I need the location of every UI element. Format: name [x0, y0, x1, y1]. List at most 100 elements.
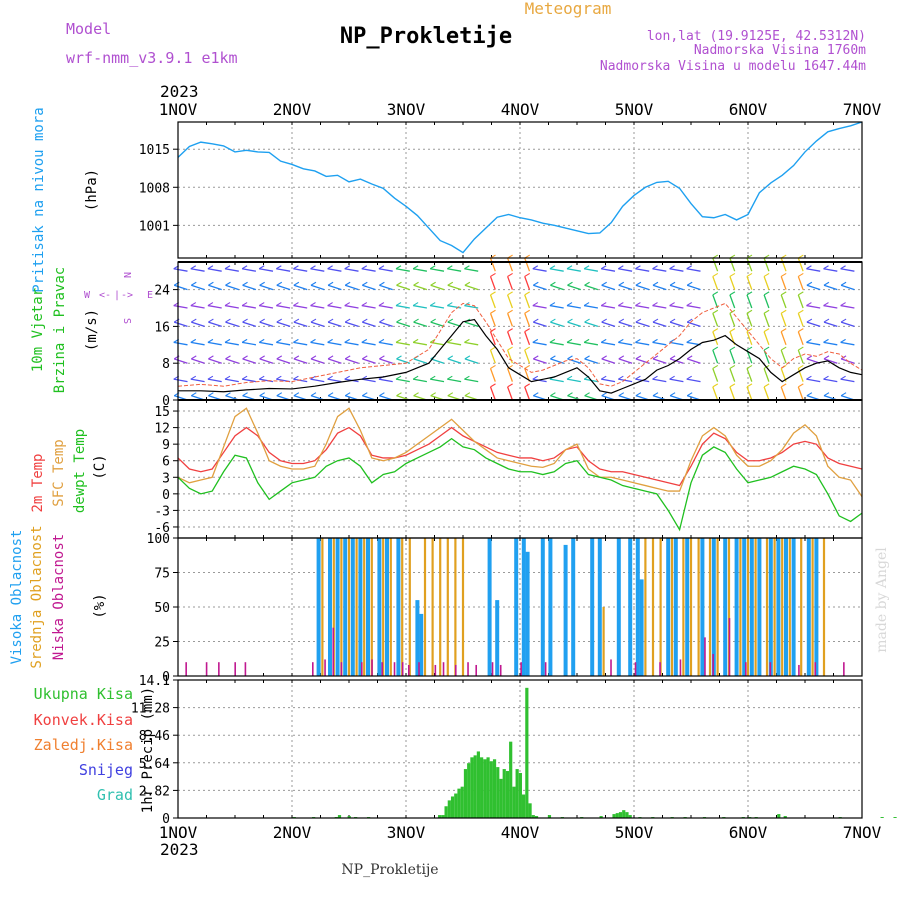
wind-barb	[669, 341, 684, 346]
wind-barb-head	[259, 318, 265, 323]
wind-barb-head	[327, 265, 333, 270]
wind-barb	[797, 294, 804, 309]
cloud-low-bar	[679, 659, 682, 676]
wind-barb-head	[379, 355, 385, 360]
wind-barb	[190, 378, 205, 383]
wind-barb-head	[190, 375, 197, 380]
cloud-high-bar	[814, 538, 819, 676]
cloud-mid-bar	[739, 538, 742, 676]
cloud-ylabel-high: Visoka Oblacnost	[9, 530, 25, 665]
wind-barb	[241, 304, 257, 309]
wind-barb-head	[763, 383, 770, 388]
wind-barb-head	[344, 355, 351, 360]
wind-barb	[327, 378, 342, 383]
cloud-mid-bar	[708, 538, 712, 676]
wind-barb-head	[362, 392, 368, 397]
wind-barb-head	[490, 272, 496, 277]
wind-barb	[507, 294, 514, 309]
wind-barb	[225, 358, 240, 364]
cloud-low-bar	[610, 659, 612, 676]
pressure-unit: (hPa)	[84, 169, 100, 211]
precip-bar	[512, 786, 516, 818]
wind-barb	[191, 284, 205, 291]
wind-barb-head	[746, 364, 753, 369]
wind-barb-head	[464, 281, 471, 286]
cloud-mid-bar	[689, 538, 693, 676]
wind-barb-head	[618, 338, 624, 343]
wind-barb	[191, 321, 205, 328]
wind-barb-head	[276, 265, 282, 270]
y-tick-label: -6	[154, 521, 170, 536]
wind-barb	[840, 378, 855, 383]
wind-barb	[395, 268, 410, 272]
wind-barb	[652, 268, 667, 272]
cloud-low-bar	[244, 662, 247, 676]
wind-barb-head	[190, 338, 197, 343]
wind-barb-head	[823, 281, 830, 286]
wind-barb	[396, 284, 411, 291]
wind-barb	[191, 358, 205, 364]
wind-barb-head	[429, 302, 436, 307]
cloud-mid-bar	[602, 607, 605, 676]
wind-barb	[362, 321, 376, 328]
wind-barb-head	[601, 281, 607, 286]
cloud-low-bar	[659, 662, 661, 676]
wind-barb	[507, 386, 514, 401]
wind-barb-head	[549, 338, 556, 343]
wind-barb	[293, 304, 308, 309]
wind-barb	[686, 284, 701, 291]
model-value: wrf-nmm_v3.9.1 e1km	[66, 49, 238, 67]
wind-barb	[652, 341, 667, 346]
cloud-high-bar	[396, 538, 401, 676]
wind-barb	[507, 313, 514, 327]
wind-barb	[746, 368, 753, 382]
wind-barb-head	[635, 318, 642, 323]
temp-ylabel-1: 2m Temp	[30, 453, 46, 512]
wind-barb	[276, 358, 291, 364]
temp-ylabel-3: dewpt Temp	[72, 429, 88, 513]
wind-barb	[712, 386, 719, 401]
cloud-high-bar	[377, 538, 382, 676]
precip-bar	[502, 769, 506, 818]
cloud-high-bar	[525, 551, 530, 676]
wind-barb-head	[379, 392, 385, 397]
wind-barb	[746, 331, 753, 346]
wind-barb	[532, 341, 547, 346]
wind-barb-head	[379, 281, 385, 286]
wind-barb	[489, 331, 496, 346]
precip-bar	[893, 817, 897, 818]
cloud-high-bar	[366, 538, 370, 676]
wind-barb-head	[310, 302, 316, 307]
wind-barb-head	[601, 392, 607, 397]
wind-barb-head	[224, 302, 231, 307]
precip-bar	[489, 761, 493, 818]
cloud-low-bar	[361, 662, 363, 676]
wind-barb	[447, 284, 462, 291]
wind-barb	[430, 284, 445, 291]
wind-barb-head	[567, 318, 573, 323]
wind-barb	[259, 268, 274, 272]
wind-barb-head	[780, 328, 787, 333]
wind-barb-head	[823, 265, 829, 270]
precip-bar	[441, 815, 445, 818]
wind-barb-head	[396, 392, 402, 397]
wind-barb	[293, 284, 308, 291]
wind-barb-head	[798, 364, 804, 369]
wind-barb-head	[652, 375, 658, 380]
wind-barb	[635, 284, 650, 291]
wind-barb-head	[447, 338, 453, 343]
wind-barb-head	[225, 392, 231, 397]
precip-bar	[783, 816, 787, 818]
wind-barb	[395, 341, 410, 346]
wind-barb-head	[686, 281, 693, 286]
wind-barb-head	[362, 281, 368, 286]
wind-barb	[208, 321, 222, 328]
wind-barb-head	[686, 318, 693, 323]
wind-barb	[430, 304, 445, 309]
wind-barb-head	[507, 383, 513, 388]
wind-barb-head	[780, 309, 787, 314]
wind-barb-head	[806, 338, 812, 343]
wind-barb-head	[344, 318, 351, 323]
wind-barb-head	[763, 309, 770, 314]
cloud-low-bar	[769, 662, 772, 676]
